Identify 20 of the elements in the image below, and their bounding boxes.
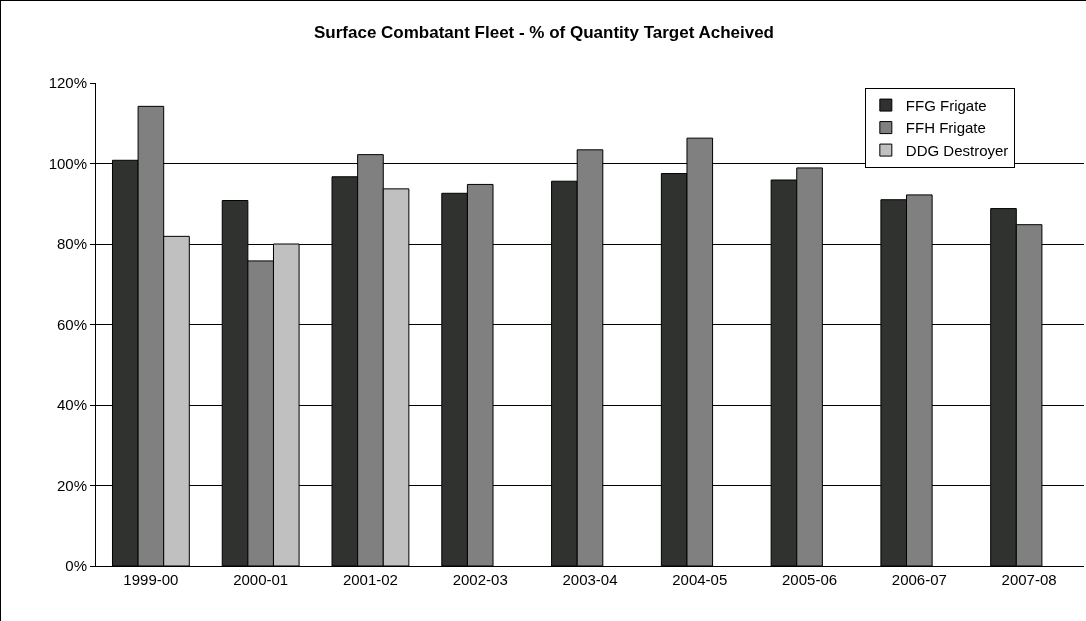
y-tick-label: 0%	[65, 557, 87, 575]
x-tick-label: 2004-05	[672, 571, 728, 588]
legend-label: FFG Frigate	[905, 96, 987, 114]
x-tick-label: 2005-06	[782, 571, 838, 588]
x-tick-label: 2006-07	[891, 571, 947, 588]
y-tick-label: 60%	[56, 315, 87, 333]
legend-label: DDG Destroyer	[905, 141, 1009, 159]
y-tick-label: 80%	[56, 235, 87, 253]
legend-label: FFH Frigate	[905, 119, 986, 137]
y-tick-label: 100%	[48, 154, 87, 172]
x-tick-label: 2003-04	[562, 571, 618, 588]
chart-title: Surface Combatant Fleet - % of Quantity Target Acheived	[313, 23, 775, 42]
y-tick-label: 120%	[48, 74, 87, 92]
y-tick-label: 20%	[56, 476, 87, 494]
x-tick-label: 2001-02	[342, 571, 398, 588]
x-tick-label: 2002-03	[452, 571, 508, 588]
x-tick-label: 2007-08	[1001, 571, 1057, 588]
x-tick-label: 2000-01	[233, 571, 289, 588]
x-tick-label: 1999-00	[123, 571, 179, 588]
y-tick-label: 40%	[56, 396, 87, 414]
